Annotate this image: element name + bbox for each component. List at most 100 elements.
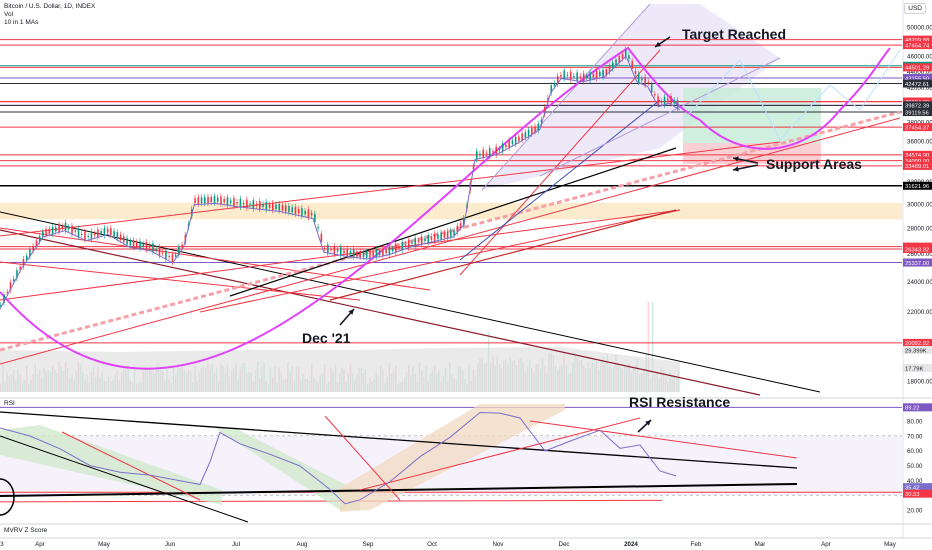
- candle-body: [268, 204, 271, 209]
- channel-edge-upper: [481, 3, 651, 191]
- candle-body: [372, 251, 374, 257]
- candle-body: [401, 242, 404, 251]
- candle-body: [174, 254, 177, 257]
- time-tick-label: 2024: [624, 541, 638, 548]
- trendline-red-asc-2: [0, 141, 781, 237]
- candle-body: [106, 228, 109, 233]
- candle-body: [181, 244, 183, 248]
- candle-body: [278, 203, 281, 211]
- rsi-badge-text: 89.22: [905, 406, 920, 412]
- candle-body: [527, 129, 530, 136]
- candle-body: [252, 200, 255, 209]
- candle-body: [51, 226, 54, 234]
- candle-body: [427, 235, 430, 243]
- candle-body: [246, 199, 248, 208]
- candle-body: [579, 76, 582, 78]
- candle-body: [605, 69, 608, 75]
- horizontal-levels: [0, 39, 902, 344]
- mvrv-pane-label: MVRV Z Score: [4, 527, 48, 534]
- level-badge-0: [903, 35, 932, 44]
- time-tick-label: Mar: [755, 541, 766, 548]
- rsi-tick-label: 20.00: [907, 508, 923, 515]
- candle-body: [320, 233, 323, 242]
- candle-body: [145, 242, 148, 250]
- candle-body: [294, 207, 297, 214]
- candle-body: [9, 282, 12, 291]
- candle-body: [356, 251, 358, 256]
- rsi-channel-green-2: [215, 428, 360, 510]
- arrow-rsi: [637, 419, 652, 433]
- arrow-target: [654, 36, 671, 48]
- level-badge-4: [903, 74, 932, 83]
- rsi-channel-green: [0, 425, 222, 505]
- candle-body: [676, 100, 679, 108]
- annotation-target-reached: Target Reached: [682, 26, 786, 42]
- trendline-red-asc-4: [199, 209, 681, 313]
- rising-channel-area: [482, 4, 780, 190]
- candle-body: [359, 250, 362, 258]
- candle-body: [0, 305, 2, 307]
- consolidation-band: [0, 202, 902, 220]
- candle-body: [12, 279, 15, 282]
- candle-body: [220, 196, 222, 204]
- time-tick-label: Nov: [492, 541, 504, 548]
- currency-badge[interactable]: USD: [904, 3, 926, 14]
- candle-body: [505, 144, 507, 148]
- candle-body: [424, 238, 426, 242]
- candle-body: [80, 234, 83, 236]
- candle-body: [369, 251, 371, 258]
- ma-indicator-label[interactable]: 10 in 1 MAs: [4, 19, 39, 26]
- price-tick-label: 26000.00: [907, 251, 932, 258]
- candle-body: [330, 249, 332, 251]
- target-profit-box: [683, 88, 821, 143]
- level-badge-text: 43155.50: [905, 76, 929, 82]
- time-tick-label: Feb: [691, 541, 702, 548]
- candle-body: [634, 71, 637, 74]
- candle-body: [615, 59, 617, 66]
- price-tick-label: 22000.00: [907, 309, 932, 316]
- candle-body: [586, 75, 588, 79]
- candle-body: [317, 226, 319, 229]
- candle-body: [148, 245, 151, 248]
- candle-body: [301, 208, 303, 216]
- candle-body: [171, 254, 174, 263]
- candle-body: [508, 140, 510, 148]
- volume-indicator-label[interactable]: Vol: [4, 11, 14, 18]
- time-tick-label: May: [98, 541, 111, 548]
- candle-body: [408, 239, 410, 248]
- candle-body: [404, 244, 407, 246]
- candle-body: [6, 291, 9, 293]
- level-badge-text: 39872.39: [905, 104, 929, 110]
- level-badge-text: 48209.88: [905, 38, 929, 44]
- level-badge-text: 39119.56: [905, 110, 929, 116]
- symbol-title[interactable]: Bitcoin / U.S. Dollar, 1D, INDEX: [4, 3, 96, 10]
- candle-body: [476, 151, 478, 160]
- candle-body: [22, 259, 25, 267]
- candle-body: [291, 207, 294, 213]
- rsi-pane-label: RSI: [4, 400, 15, 407]
- price-tick-label: 28000.00: [907, 225, 932, 232]
- candle-body: [492, 151, 494, 153]
- candle-body: [97, 229, 99, 238]
- candle-body: [327, 244, 329, 254]
- candle-body: [194, 198, 196, 203]
- candle-body: [64, 222, 67, 231]
- level-badge-18: [903, 258, 932, 267]
- level-badge-1: [903, 41, 932, 50]
- rsi-badge-text: 30.53: [905, 492, 920, 498]
- candle-body: [346, 248, 349, 257]
- candle-body: [45, 229, 47, 236]
- candle-body: [310, 212, 313, 216]
- candle-body: [119, 234, 122, 241]
- candle-body: [537, 123, 540, 131]
- candle-body: [560, 75, 562, 77]
- level-badge-12: [903, 150, 932, 159]
- rsi-circle-marker: [0, 478, 15, 516]
- trendline-red-desc-2: [0, 261, 361, 301]
- candle-body: [110, 228, 112, 236]
- candle-body: [58, 224, 60, 233]
- candle-body: [297, 209, 300, 214]
- candle-body: [395, 244, 397, 253]
- moving-average-200: [229, 147, 677, 297]
